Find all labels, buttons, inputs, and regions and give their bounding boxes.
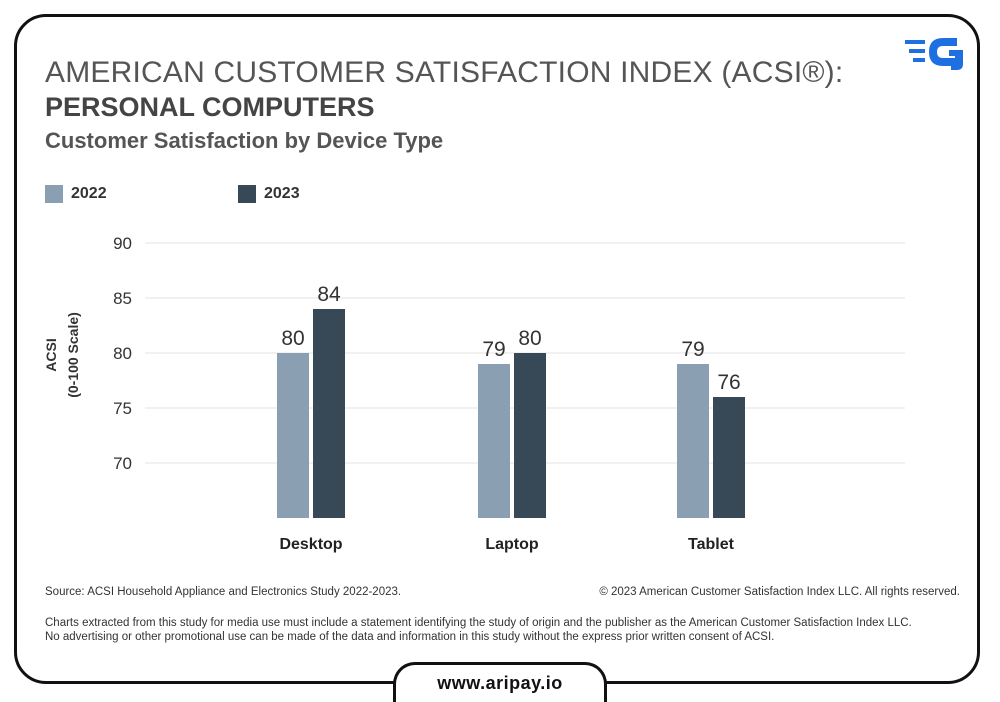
disclaimer: Charts extracted from this study for med… [45, 616, 965, 644]
bar-2022-tablet [677, 364, 709, 518]
y-tick-label: 85 [113, 289, 132, 308]
y-tick-label: 80 [113, 344, 132, 363]
y-tick-label: 75 [113, 399, 132, 418]
legend-label-2022: 2022 [71, 185, 107, 202]
y-tick-label: 70 [113, 454, 132, 473]
data-label: 80 [281, 327, 304, 350]
aripay-logo-icon [905, 38, 963, 70]
x-category-label: Tablet [688, 536, 735, 553]
x-category-label: Laptop [485, 536, 539, 553]
bar-2023-laptop [514, 353, 546, 518]
chart-title: AMERICAN CUSTOMER SATISFACTION INDEX (AC… [45, 56, 844, 89]
data-label: 79 [681, 338, 704, 361]
legend-item-2023: 2023 [238, 184, 300, 204]
disclaimer-line: No advertising or other promotional use … [45, 631, 775, 643]
data-label: 79 [482, 338, 505, 361]
bar-2023-tablet [713, 397, 745, 518]
x-category-label: Desktop [279, 536, 342, 553]
data-label: 80 [518, 327, 541, 350]
data-label: 76 [717, 371, 740, 394]
legend-item-2022: 2022 [45, 184, 107, 204]
chart-subtitle: Customer Satisfaction by Device Type [45, 128, 444, 153]
source-note: Source: ACSI Household Appliance and Ele… [45, 586, 402, 598]
y-tick-label: 90 [113, 234, 132, 253]
website-url[interactable]: www.aripay.io [437, 673, 563, 693]
disclaimer-line: Charts extracted from this study for med… [45, 617, 912, 629]
data-label: 84 [317, 283, 341, 306]
y-axis-label-scale: (0-100 Scale) [65, 312, 81, 398]
copyright-note: © 2023 American Customer Satisfaction In… [599, 586, 960, 598]
bar-2023-desktop [313, 309, 345, 518]
y-axis-label: ACSI [43, 338, 59, 371]
chart-title-category: PERSONAL COMPUTERS [45, 92, 375, 122]
legend-swatch-2023 [238, 185, 256, 203]
card-frame [14, 14, 980, 684]
bar-2022-desktop [277, 353, 309, 518]
website-tab[interactable]: www.aripay.io [393, 662, 607, 702]
legend-swatch-2022 [45, 185, 63, 203]
legend-label-2023: 2023 [264, 185, 300, 202]
bar-2022-laptop [478, 364, 510, 518]
